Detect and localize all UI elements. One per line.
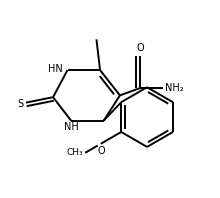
Text: O: O bbox=[97, 146, 105, 156]
Text: HN: HN bbox=[48, 64, 63, 74]
Text: CH₃: CH₃ bbox=[67, 148, 83, 157]
Text: S: S bbox=[17, 99, 23, 109]
Text: O: O bbox=[136, 43, 144, 53]
Text: NH₂: NH₂ bbox=[165, 83, 184, 93]
Text: NH: NH bbox=[64, 123, 79, 132]
